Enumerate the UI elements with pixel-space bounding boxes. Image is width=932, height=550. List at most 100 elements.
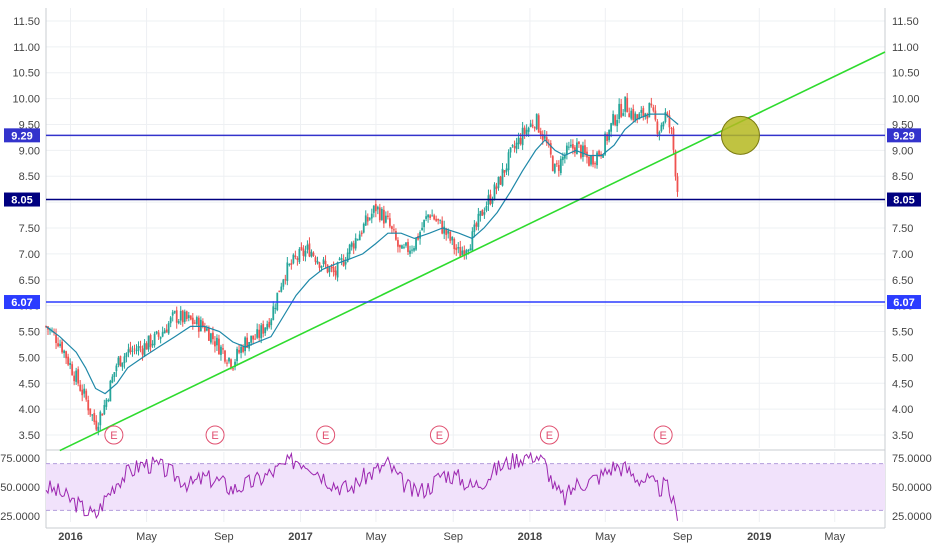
candle-body (535, 113, 538, 130)
price-tick-left: 7.00 (19, 249, 40, 261)
x-tick-label: Sep (214, 531, 234, 543)
rsi-tick-left: 75.0000 (0, 453, 40, 465)
earnings-marker-label: E (546, 430, 553, 442)
candle-body (664, 111, 667, 122)
earnings-marker-label: E (211, 430, 218, 442)
rsi-tick-right: 75.0000 (892, 453, 932, 465)
candle-body (224, 350, 226, 362)
candle-body (63, 350, 65, 354)
candle-body (308, 243, 311, 257)
candle-body (397, 240, 399, 247)
earnings-marker (104, 425, 124, 445)
candle-body (676, 176, 679, 192)
candle-body (230, 359, 232, 368)
candle-body (588, 156, 590, 166)
candle-body (559, 158, 562, 173)
candle-body (419, 232, 421, 239)
candle-body (183, 311, 186, 322)
candle-body (565, 145, 568, 155)
candle-body (421, 227, 423, 231)
x-tick-label: May (824, 531, 845, 543)
candle-body (292, 254, 295, 264)
candle-body (216, 337, 218, 346)
candle-body (318, 262, 321, 268)
price-tick-right: 8.50 (892, 171, 913, 183)
x-tick-label: Sep (673, 531, 693, 543)
candle-body (433, 215, 436, 220)
x-tick-label: 2016 (58, 531, 82, 543)
candle-body (574, 147, 576, 153)
candle-body (191, 317, 194, 325)
candle-body (372, 205, 375, 213)
price-tick-left: 4.00 (19, 404, 40, 416)
candle-body (75, 370, 78, 382)
x-tick-label: 2018 (518, 531, 542, 543)
candle-body (161, 332, 164, 337)
candle-body (529, 123, 532, 127)
candle-body (612, 114, 615, 125)
candle-body (344, 261, 347, 265)
candle-body (582, 145, 584, 157)
candle-body (501, 168, 504, 186)
earnings-marker-label: E (436, 430, 443, 442)
moving-average-line (45, 113, 679, 395)
candle-body (125, 352, 128, 357)
candle-body (395, 231, 397, 240)
candle-body (67, 356, 70, 365)
candle-body (218, 338, 220, 355)
candle-body (298, 249, 301, 262)
candle-body (596, 152, 598, 166)
candle-body (461, 250, 464, 255)
price-tick-right: 10.50 (892, 68, 920, 80)
candle-body (290, 262, 293, 265)
candle-body (163, 330, 166, 334)
candle-body (578, 141, 580, 144)
candle-body (77, 369, 80, 384)
candle-body (364, 215, 367, 226)
earnings-marker (316, 425, 336, 445)
candle-body (557, 165, 560, 171)
candle-body (342, 259, 345, 266)
x-tick-label: May (366, 531, 387, 543)
level-label-left: 8.05 (11, 195, 32, 207)
candle-body (151, 343, 154, 346)
candle-body (630, 110, 633, 119)
candle-body (604, 133, 606, 155)
price-tick-left: 9.00 (19, 145, 40, 157)
candle-body (457, 247, 460, 249)
candle-body (246, 337, 249, 348)
candle-body (103, 405, 106, 415)
candle-body (189, 315, 192, 320)
candle-body (61, 341, 63, 353)
candle-body (320, 265, 323, 268)
earnings-marker-label: E (110, 430, 117, 442)
candle-body (441, 220, 444, 234)
x-tick-label: 2017 (288, 531, 312, 543)
candle-body (374, 203, 377, 212)
candle-body (491, 199, 494, 204)
candle-body (640, 110, 643, 113)
candle-body (622, 113, 625, 116)
candle-body (405, 242, 407, 246)
price-tick-right: 7.00 (892, 249, 913, 261)
candle-body (370, 213, 373, 219)
candle-body (143, 343, 146, 357)
candle-body (197, 317, 200, 332)
candle-body (199, 319, 202, 332)
candle-body (614, 115, 617, 126)
level-label-right: 6.07 (893, 297, 914, 309)
candle-body (238, 349, 240, 353)
candle-body (435, 218, 438, 221)
candle-body (602, 154, 604, 158)
price-tick-right: 9.00 (892, 145, 913, 157)
candle-body (177, 320, 180, 324)
candle-body (662, 121, 665, 127)
earnings-marker-label: E (322, 430, 329, 442)
candle-body (181, 310, 184, 323)
candle-body (203, 326, 206, 332)
candle-body (346, 252, 349, 262)
candle-body (561, 156, 564, 161)
candle-body (648, 102, 651, 118)
candle-body (459, 247, 462, 257)
candle-body (642, 108, 645, 117)
